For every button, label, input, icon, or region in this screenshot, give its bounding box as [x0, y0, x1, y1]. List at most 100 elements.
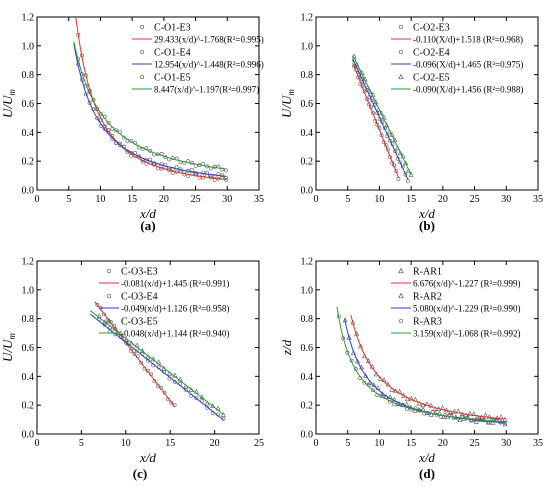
legend-entry: C-O2-E4 — [413, 48, 450, 59]
legend-marker — [139, 49, 145, 55]
data-point — [95, 116, 100, 121]
y-tick-label: 0.4 — [301, 372, 314, 383]
data-point — [391, 396, 397, 402]
y-tick-label: 0.0 — [22, 186, 35, 197]
data-point — [379, 133, 384, 138]
y-tick-label: 0.6 — [22, 343, 35, 354]
fit-line-2 — [89, 313, 224, 421]
x-axis-label: x/d — [418, 450, 435, 465]
y-tick-label: 0.0 — [22, 430, 35, 441]
legend-fit-label: 5.080(x/d)^-1.229 (R²=0.990) — [413, 304, 521, 314]
data-point — [201, 170, 206, 175]
x-tick-label: 25 — [254, 438, 264, 449]
data-point — [102, 312, 107, 317]
legend-entry: C-O3-E5 — [121, 317, 158, 328]
legend-entry: C-O1-E3 — [154, 23, 191, 34]
series-markers-1 — [76, 33, 228, 182]
data-point — [359, 77, 364, 81]
legend: C-O3-E3-0.081(x/d)+1.445 (R²=0.991) C-O3-… — [99, 267, 229, 339]
legend-fit-label: -0.049(x/d)+1.126 (R²=0.958) — [121, 304, 229, 314]
y-tick-label: 0.8 — [301, 314, 314, 325]
x-tick-label: 35 — [533, 438, 543, 449]
data-point — [139, 360, 143, 365]
data-point — [389, 386, 395, 392]
x-tick-label: 25 — [191, 194, 201, 205]
legend-entry: C-O2-E3 — [413, 23, 450, 34]
data-point — [475, 414, 481, 420]
x-tick-label: 30 — [501, 438, 511, 449]
plot-area — [351, 53, 414, 183]
legend-entry: C-O1-E4 — [154, 48, 191, 59]
x-tick-label: 20 — [159, 194, 169, 205]
y-tick-label: 1.0 — [301, 285, 314, 296]
x-tick-label: 25 — [470, 438, 480, 449]
data-point — [172, 379, 177, 384]
legend-fit-label: -0.090(X/d)+1.456 (R²=0.988) — [413, 85, 523, 95]
fit-line-2 — [73, 43, 227, 177]
data-point — [362, 380, 367, 385]
data-point — [220, 411, 226, 417]
data-point — [220, 167, 225, 172]
data-point — [169, 400, 174, 405]
x-tick-label: 0 — [314, 438, 319, 449]
y-axis-label: U/Um — [0, 89, 17, 118]
x-tick-label: 0 — [35, 438, 40, 449]
x-tick-label: 25 — [470, 194, 480, 205]
y-tick-label: 0.6 — [301, 99, 314, 110]
legend: C-O2-E3-0.110(X/d)+1.518 (R²=0.968) C-O2-… — [391, 23, 523, 95]
legend-marker — [398, 49, 404, 55]
panel-label: (c) — [133, 466, 147, 481]
y-axis-label: z/d — [279, 339, 294, 356]
y-tick-label: 0.4 — [22, 372, 35, 383]
fit-line-3 — [336, 306, 506, 423]
y-axis-label: U/Um — [279, 89, 296, 118]
data-point — [397, 150, 403, 156]
panel-4: 0 5 10 15 20 25 30 35 0.0 0.2 0.4 0.6 0.8 1.0 1.2 x/d z/… — [279, 257, 543, 482]
data-point — [354, 358, 360, 364]
data-point — [428, 402, 434, 408]
y-tick-label: 1.2 — [22, 257, 35, 268]
x-tick-label: 5 — [79, 438, 84, 449]
fit-line-2 — [352, 58, 409, 180]
x-axis-label: x/d — [139, 450, 156, 465]
legend-fit-label: -0.081(x/d)+1.445 (R²=0.991) — [121, 279, 229, 289]
x-axis-label: x/d — [139, 206, 156, 221]
y-tick-label: 1.0 — [22, 285, 35, 296]
data-point — [95, 303, 100, 307]
x-tick-label: 10 — [374, 438, 384, 449]
y-tick-label: 0.6 — [301, 343, 314, 354]
data-point — [363, 372, 369, 378]
x-tick-label: 10 — [95, 194, 105, 205]
data-point — [463, 412, 469, 418]
y-tick-label: 0.2 — [22, 401, 35, 412]
y-tick-label: 0.8 — [22, 70, 35, 81]
data-point — [406, 179, 410, 183]
y-tick-label: 0.4 — [301, 128, 314, 139]
x-tick-label: 5 — [345, 438, 350, 449]
panel-label: (d) — [419, 466, 435, 481]
data-point — [393, 388, 399, 394]
x-axis-label: x/d — [418, 206, 435, 221]
data-point — [498, 414, 504, 419]
data-point — [364, 88, 369, 92]
data-point — [145, 368, 150, 373]
fit-line-1 — [94, 301, 176, 407]
legend-fit-label: 6.676(x/d)^-1.227 (R²=0.999) — [413, 279, 521, 289]
legend-marker — [139, 24, 145, 30]
x-tick-label: 0 — [35, 194, 40, 205]
x-tick-label: 15 — [406, 194, 416, 205]
panel-2: 0 5 10 15 20 25 30 35 0.0 0.2 0.4 0.6 0.8 1.0 1.2 x/d U/… — [279, 13, 543, 234]
data-point — [367, 89, 373, 94]
legend-entry: C-O1-E5 — [154, 73, 191, 84]
plot-area — [336, 306, 508, 427]
data-point — [379, 394, 384, 398]
data-point — [443, 413, 448, 417]
data-point — [114, 128, 119, 133]
x-tick-label: 10 — [374, 194, 384, 205]
fit-line-1 — [350, 315, 506, 420]
data-point — [118, 143, 122, 148]
legend-fit-label: 8.447(x/d)^-1.197(R²=0.997) — [154, 85, 259, 95]
